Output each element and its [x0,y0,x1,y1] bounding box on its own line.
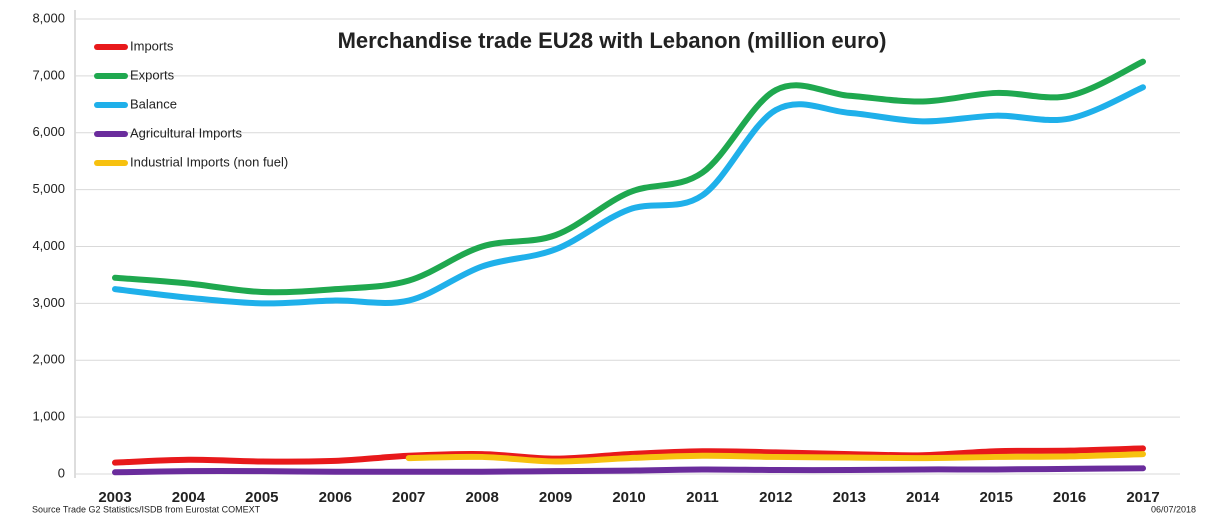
x-tick-label: 2008 [465,489,498,506]
x-tick-label: 2015 [979,489,1012,506]
series-line [112,58,1146,296]
x-tick-label: 2014 [906,489,940,506]
y-tick-label: 8,000 [32,10,65,25]
x-tick-label: 2009 [539,489,572,506]
x-tick-label: 2004 [172,489,206,506]
y-tick-label: 4,000 [32,238,65,253]
x-tick-label: 2010 [612,489,645,506]
chart-title: Merchandise trade EU28 with Lebanon (mil… [338,28,887,53]
x-tick-label: 2016 [1053,489,1086,506]
series-line [112,445,1146,466]
x-tick-label: 2007 [392,489,425,506]
x-tick-label: 2006 [319,489,352,506]
x-tick-label: 2012 [759,489,792,506]
x-tick-label: 2011 [686,489,719,506]
x-tick-label: 2017 [1126,489,1159,506]
legend-label: Exports [130,67,175,82]
y-tick-label: 5,000 [32,181,65,196]
series-line [405,451,1146,465]
x-tick-label: 2013 [833,489,866,506]
legend-label: Agricultural Imports [130,125,242,140]
source-note: Source Trade G2 Statistics/ISDB from Eur… [32,504,261,514]
date-note: 06/07/2018 [1151,504,1196,514]
y-tick-label: 1,000 [32,409,65,424]
y-tick-label: 7,000 [32,67,65,82]
y-tick-label: 3,000 [32,295,65,310]
y-tick-label: 2,000 [32,352,65,367]
y-tick-label: 0 [58,465,65,480]
x-tick-label: 2005 [245,489,278,506]
series-line [112,465,1146,476]
y-tick-label: 6,000 [32,124,65,139]
series-line [112,84,1146,307]
legend-label: Balance [130,96,177,111]
x-tick-label: 2003 [98,489,131,506]
legend-label: Imports [130,38,174,53]
legend-label: Industrial Imports (non fuel) [130,154,288,169]
